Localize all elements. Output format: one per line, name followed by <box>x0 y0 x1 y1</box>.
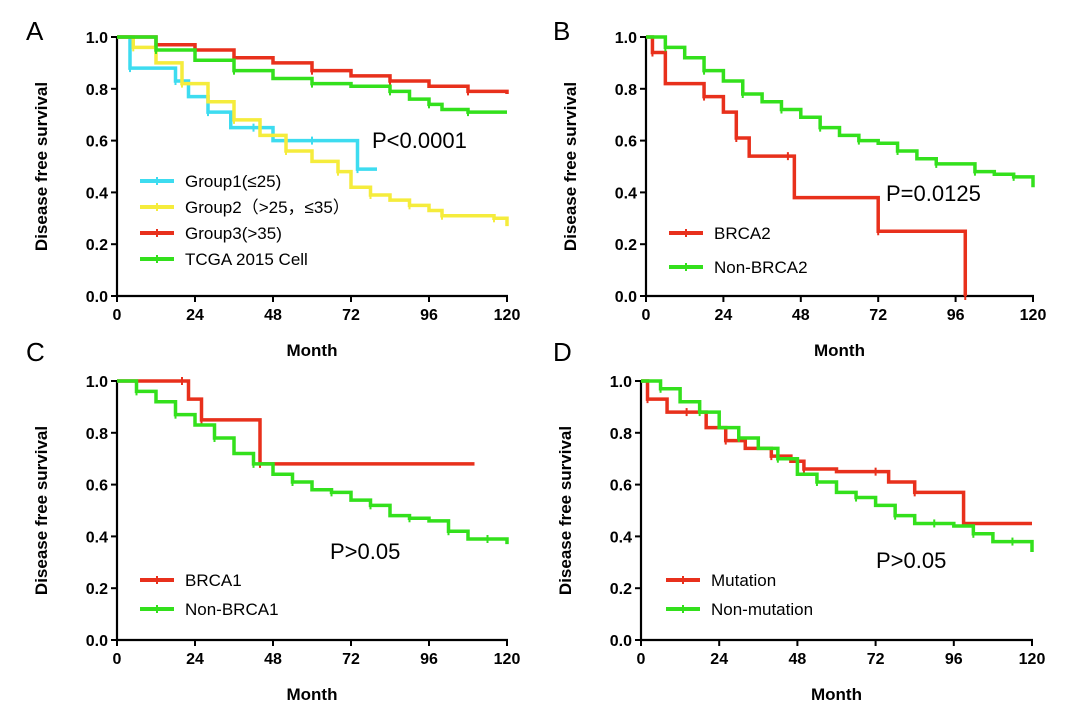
y-tick-label: 0.4 <box>610 529 632 546</box>
series-line-1 <box>117 379 475 466</box>
x-tick-label: 48 <box>264 651 282 668</box>
series-line-2 <box>641 379 1034 552</box>
y-tick-label: 0.4 <box>615 185 637 202</box>
panel-b: B 0 24 48 72 96 120 0.0 0.2 0.4 0.6 0.8 1.0 Month Dise… <box>553 16 1046 360</box>
legend-label: Mutation <box>711 571 776 590</box>
y-tick-label: 0.0 <box>86 289 108 306</box>
legend-label: Group3(>35) <box>185 224 282 243</box>
y-tick-label: 0.6 <box>610 478 632 495</box>
y-axis-label: Disease free survival <box>32 426 51 595</box>
p-value-annotation: P>0.05 <box>876 548 946 573</box>
legend-label: Group2（>25，≤35） <box>185 198 350 217</box>
legend-label: BRCA2 <box>714 224 771 243</box>
x-tick-label: 0 <box>113 651 122 668</box>
x-tick-label: 96 <box>945 651 963 668</box>
y-tick-label: 1.0 <box>615 30 637 47</box>
y-tick-label: 0.8 <box>610 426 632 443</box>
x-tick-label: 48 <box>789 651 807 668</box>
y-tick-label: 0.6 <box>86 478 108 495</box>
series-line-2 <box>646 35 1035 188</box>
y-tick-label: 0.2 <box>610 581 632 598</box>
x-tick-label: 120 <box>494 307 521 324</box>
x-tick-label: 72 <box>869 307 887 324</box>
x-axis-label: Month <box>814 341 865 360</box>
legend-label: Group1(≤25) <box>185 172 281 191</box>
x-tick-label: 0 <box>642 307 651 324</box>
y-tick-label: 0.2 <box>86 581 108 598</box>
p-value-annotation: P<0.0001 <box>372 128 467 153</box>
y-tick-label: 1.0 <box>610 374 632 391</box>
y-tick-label: 0.2 <box>615 237 637 254</box>
series-line-1 <box>641 379 1032 526</box>
y-tick-label: 1.0 <box>86 374 108 391</box>
p-value-annotation: P>0.05 <box>330 539 400 564</box>
panel-letter: B <box>553 16 570 46</box>
x-tick-label: 0 <box>637 651 646 668</box>
x-tick-label: 24 <box>186 651 204 668</box>
x-tick-label: 48 <box>264 307 282 324</box>
x-tick-label: 48 <box>792 307 810 324</box>
x-axis-label: Month <box>287 341 338 360</box>
panel-d: D 0 24 48 72 96 120 0.0 0.2 0.4 0.6 0.8 1.0 Month Dise… <box>553 337 1045 704</box>
x-tick-label: 120 <box>1019 651 1046 668</box>
y-tick-label: 0.8 <box>615 82 637 99</box>
x-axis-label: Month <box>811 685 862 704</box>
y-axis-label: Disease free survival <box>32 82 51 251</box>
y-tick-label: 0.8 <box>86 82 108 99</box>
y-tick-label: 0.4 <box>86 529 108 546</box>
x-tick-label: 96 <box>420 651 438 668</box>
x-tick-label: 72 <box>867 651 885 668</box>
y-tick-label: 0.4 <box>86 185 108 202</box>
x-tick-label: 96 <box>420 307 438 324</box>
y-tick-label: 0.0 <box>86 633 108 650</box>
series-line-1 <box>117 35 377 171</box>
x-tick-label: 24 <box>186 307 204 324</box>
x-tick-label: 96 <box>947 307 965 324</box>
y-tick-label: 0.2 <box>86 237 108 254</box>
x-axis-label: Month <box>287 685 338 704</box>
y-tick-label: 0.6 <box>86 134 108 151</box>
legend-label: Non-mutation <box>711 600 813 619</box>
y-tick-label: 1.0 <box>86 30 108 47</box>
x-tick-label: 120 <box>494 651 521 668</box>
series-line-4 <box>117 35 507 114</box>
legend-label: Non-BRCA1 <box>185 600 279 619</box>
panel-letter: C <box>26 337 45 367</box>
panel-letter: A <box>26 16 44 46</box>
y-tick-label: 0.6 <box>615 134 637 151</box>
y-tick-label: 0.0 <box>610 633 632 650</box>
y-tick-label: 0.0 <box>615 289 637 306</box>
x-tick-label: 24 <box>715 307 733 324</box>
panel-c: C 0 24 48 72 96 120 0.0 0.2 0.4 0.6 0.8 1.0 Month Dise… <box>26 337 520 704</box>
panel-a: A 0 24 48 72 96 120 0.0 0.2 0.4 0.6 0.8 1.0 Month Dise… <box>26 16 520 360</box>
legend-label: Non-BRCA2 <box>714 258 808 277</box>
panel-letter: D <box>553 337 572 367</box>
x-tick-label: 0 <box>113 307 122 324</box>
legend-label: BRCA1 <box>185 571 242 590</box>
p-value-annotation: P=0.0125 <box>886 181 981 206</box>
x-tick-label: 120 <box>1020 307 1047 324</box>
x-tick-label: 72 <box>342 307 360 324</box>
x-tick-label: 72 <box>342 651 360 668</box>
y-axis-label: Disease free survival <box>556 426 575 595</box>
y-tick-label: 0.8 <box>86 426 108 443</box>
x-tick-label: 24 <box>710 651 728 668</box>
legend-label: TCGA 2015 Cell <box>185 250 308 269</box>
series-line-2 <box>117 379 509 545</box>
y-axis-label: Disease free survival <box>561 82 580 251</box>
